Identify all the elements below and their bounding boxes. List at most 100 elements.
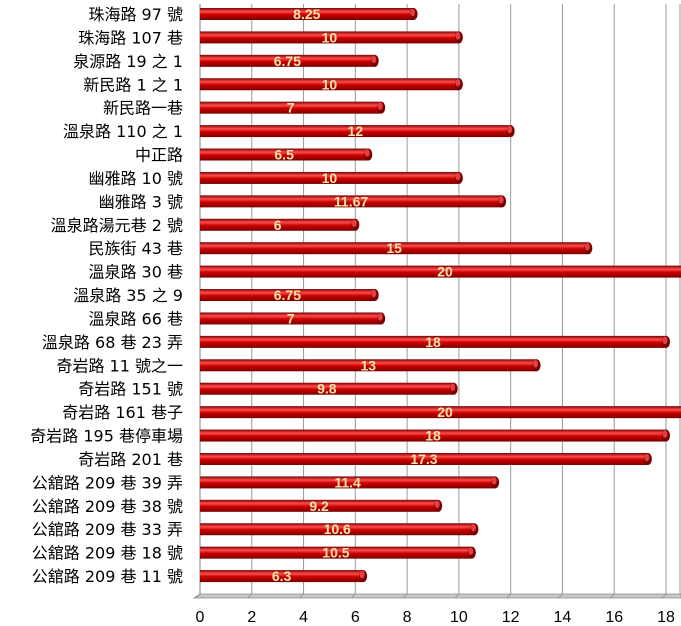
x-tick-label: 18 <box>657 609 675 626</box>
bar-end-highlight <box>470 523 476 532</box>
bar <box>200 546 472 559</box>
floor-tick-0 <box>195 593 201 599</box>
data-label: 6.5 <box>274 147 294 163</box>
floor-tick-10 <box>454 593 460 599</box>
data-label: 6 <box>274 217 282 233</box>
bar-end-highlight <box>455 79 461 87</box>
bar <box>200 78 459 91</box>
category-label: 奇岩路 11 號之一 <box>56 356 183 375</box>
category-label: 公舘路 209 巷 33 弄 <box>32 520 183 539</box>
bar <box>200 242 589 255</box>
bar <box>200 218 356 231</box>
bar-end-highlight <box>491 477 497 485</box>
data-label: 10.6 <box>324 521 351 537</box>
category-label: 溫泉路 110 之 1 <box>63 122 183 141</box>
bar <box>200 195 503 208</box>
bar <box>200 171 459 184</box>
bar <box>200 359 537 372</box>
bar-end-highlight <box>662 430 668 438</box>
bar-end-highlight <box>371 289 377 298</box>
bar-end-highlight <box>377 313 383 321</box>
bar-end-highlight <box>371 55 377 64</box>
data-label: 7 <box>287 310 295 326</box>
category-label: 公舘路 209 巷 39 弄 <box>32 473 183 492</box>
x-tick-label: 4 <box>299 609 308 626</box>
category-label: 民族街 43 巷 <box>88 239 183 258</box>
data-label: 12 <box>348 123 364 139</box>
bar <box>200 101 382 114</box>
bar <box>200 125 511 138</box>
bar-end-highlight <box>359 570 365 579</box>
bar <box>200 265 681 278</box>
x-tick-label: 0 <box>196 609 205 626</box>
bar-end-highlight <box>364 149 370 157</box>
floor-tick-8 <box>402 593 408 599</box>
bar <box>200 429 666 442</box>
bar <box>200 523 475 536</box>
bar-end-highlight <box>507 125 513 134</box>
data-label: 20 <box>437 404 453 420</box>
bar <box>200 406 681 419</box>
data-label: 10 <box>322 76 338 92</box>
bar <box>200 335 666 348</box>
x-tick-label: 8 <box>403 609 412 626</box>
bar <box>200 476 496 489</box>
x-tick-label: 10 <box>450 609 468 626</box>
floor-tick-4 <box>299 593 304 599</box>
data-label: 15 <box>386 240 402 256</box>
bar <box>200 312 382 325</box>
data-label: 9.8 <box>317 381 337 397</box>
data-label: 7 <box>287 100 295 116</box>
bar <box>200 452 648 465</box>
category-label: 奇岩路 161 巷子 <box>62 403 183 422</box>
bar-end-highlight <box>351 219 357 228</box>
bar-end-highlight <box>644 453 650 462</box>
x-tick-label: 12 <box>502 609 520 626</box>
bar-end-highlight <box>533 360 539 368</box>
floor-tick-6 <box>351 593 356 599</box>
bar <box>200 148 369 161</box>
data-label: 10 <box>322 29 338 45</box>
category-label: 幽雅路 3 號 <box>99 192 183 211</box>
data-label: 11.4 <box>334 474 361 490</box>
bar <box>200 382 454 395</box>
category-label: 珠海路 97 號 <box>88 5 183 24</box>
x-tick-label: 6 <box>351 609 360 626</box>
chart-floor <box>192 593 681 599</box>
bar-end-highlight <box>455 32 461 40</box>
bar <box>200 499 439 512</box>
category-label: 奇岩路 195 巷停車場 <box>30 427 183 446</box>
data-label: 11.67 <box>334 193 368 209</box>
floor-tick-18 <box>661 593 667 599</box>
bar <box>200 289 375 302</box>
bar <box>200 8 414 20</box>
category-label: 奇岩路 201 巷 <box>78 450 183 469</box>
category-label: 新民路一巷 <box>103 99 183 118</box>
x-tick-label: 14 <box>554 609 572 626</box>
category-label: 中正路 <box>135 146 183 165</box>
floor-tick-12 <box>506 593 511 599</box>
bar-end-highlight <box>455 172 461 181</box>
data-label: 8.25 <box>293 6 320 22</box>
category-label: 公舘路 209 巷 11 號 <box>32 567 183 586</box>
bar-end-highlight <box>468 547 474 555</box>
bar-end-highlight <box>450 383 456 391</box>
data-label: 20 <box>437 264 453 280</box>
x-tick-label: 16 <box>605 609 623 626</box>
category-label: 幽雅路 10 號 <box>88 169 183 188</box>
floor-tick-2 <box>247 593 253 599</box>
category-label: 珠海路 107 巷 <box>78 28 183 47</box>
floor-tick-16 <box>609 593 615 599</box>
floor-tick-14 <box>558 593 563 599</box>
data-label: 18 <box>425 428 441 444</box>
category-label: 公舘路 209 巷 38 號 <box>32 497 183 516</box>
bar-end-highlight <box>584 242 590 251</box>
bar-end-highlight <box>377 102 383 110</box>
bar-end-highlight <box>410 8 416 17</box>
category-label: 奇岩路 151 號 <box>78 380 183 399</box>
category-label: 溫泉路 68 巷 23 弄 <box>42 333 183 352</box>
category-label: 溫泉路湯元巷 2 號 <box>51 216 183 235</box>
data-label: 18 <box>425 334 441 350</box>
